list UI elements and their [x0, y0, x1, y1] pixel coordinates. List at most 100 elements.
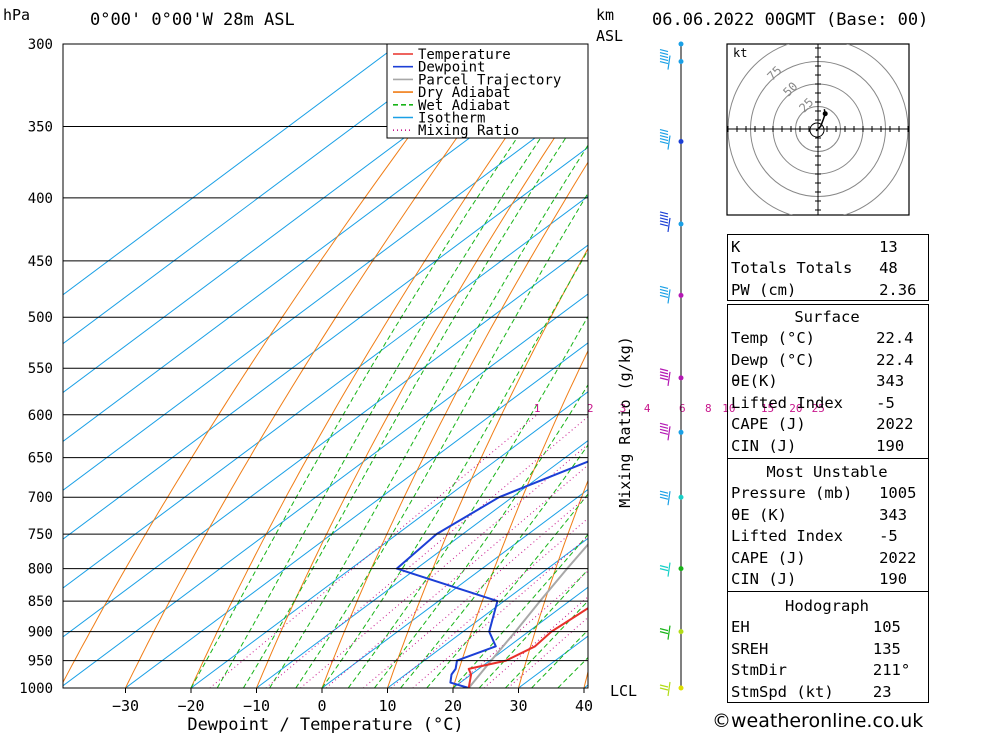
mixing-ratio-label: 15 [761, 402, 774, 415]
wet-adiabat-line [190, 44, 583, 688]
isotherm-line [256, 439, 588, 688]
unstable-indices-table: Most Unstable Pressure (mb) 1005 θE (K) 34… [727, 461, 927, 590]
index-value: 48 [879, 259, 898, 278]
mixing-ratio-label: 20 [789, 402, 802, 415]
km-level-marker [678, 59, 684, 65]
wind-barb-staff [667, 426, 671, 441]
wind-barb-flag [659, 140, 669, 145]
index-label: θE(K) [731, 372, 778, 391]
copyright-text: ©weatheronline.co.uk [712, 710, 924, 732]
wet-adiabat-line [452, 533, 588, 688]
asl-label: ASL [596, 27, 624, 45]
wind-barb-flag [659, 374, 669, 378]
km-level-marker [678, 494, 684, 500]
temperature-tick-label: 30 [509, 697, 527, 715]
wind-barb-flag [659, 428, 669, 432]
storm-motion-marker [809, 122, 825, 138]
indices-box-general [727, 234, 929, 301]
wind-barb-flag [659, 371, 669, 375]
index-row: θE (K) 343 [727, 504, 927, 526]
temperature-tick-label: 0 [317, 697, 326, 715]
dry-adiabat-line [256, 86, 588, 688]
index-row-totals: Totals Totals 48 [727, 258, 927, 280]
pressure-tick-label: 950 [28, 654, 53, 670]
wind-barb-flag [659, 48, 669, 53]
wind-barb-staff [667, 55, 671, 70]
index-label: StmDir [731, 661, 787, 680]
wind-barb-flag [659, 131, 669, 136]
dry-adiabat-line [977, 44, 1000, 688]
wind-barb-flag [659, 490, 669, 494]
index-row: Dewp (°C) 22.4 [727, 349, 927, 371]
wind-barb-flag [659, 57, 669, 62]
wind-barb [659, 368, 671, 386]
surface-title: Surface [794, 307, 860, 326]
wind-barb [659, 562, 671, 577]
mixing-ratio-line [507, 616, 588, 688]
index-label: EH [731, 618, 750, 637]
pressure-tick-label: 600 [28, 408, 53, 424]
wind-barb-staff [667, 625, 671, 640]
wind-barb-flag [659, 54, 669, 59]
index-row: Lifted Index -5 [727, 392, 927, 414]
index-label: PW (cm) [731, 280, 797, 299]
index-value: 190 [876, 436, 905, 455]
index-label: SREH [731, 639, 769, 658]
wet-adiabat-line [242, 103, 588, 688]
wind-barb-flag [659, 288, 669, 292]
surface-indices-table: Surface Temp (°C) 22.4 Dewp (°C) 22.4 θE(K… [727, 306, 927, 457]
index-row-pw: PW (cm) 2.36 [727, 279, 927, 301]
mixing-ratio-label: 25 [812, 402, 825, 415]
unstable-title: Most Unstable [766, 462, 888, 481]
pressure-tick-label: 700 [28, 490, 53, 506]
index-value: 105 [872, 618, 901, 637]
isotherm-line [321, 488, 588, 688]
legend-entry: Dewpoint [418, 60, 485, 76]
index-row: EH 105 [727, 617, 927, 639]
wind-barb [659, 422, 671, 441]
wind-barb [659, 285, 671, 304]
index-row: StmSpd (kt) 23 [727, 681, 927, 703]
index-row: SREH 135 [727, 638, 927, 660]
index-row: Pressure (mb) 1005 [727, 483, 927, 505]
mixing-ratio-label: 6 [679, 402, 686, 415]
index-label: Dewp (°C) [731, 350, 815, 369]
plot-area [63, 44, 1000, 688]
index-value: 2022 [879, 548, 917, 567]
wind-barb-flag [659, 565, 669, 569]
pressure-tick-label: 500 [28, 310, 53, 326]
wet-adiabat-line [269, 144, 588, 688]
mixing-ratio-label: 10 [722, 402, 735, 415]
wet-adiabat-line [347, 315, 588, 688]
legend-entry: Parcel Trajectory [418, 72, 561, 88]
wind-barb-flag [659, 217, 669, 221]
km-level-marker [678, 221, 684, 227]
mixing-ratio-line [265, 415, 588, 688]
parcel-trajectory-line [467, 542, 588, 688]
index-label: Lifted Index [731, 393, 843, 412]
index-value: 135 [872, 639, 901, 658]
wind-barb [659, 681, 671, 697]
km-level-marker [678, 292, 684, 298]
legend-box [386, 43, 589, 139]
pressure-tick-label: 350 [28, 119, 53, 135]
index-value: 190 [879, 570, 908, 589]
km-level-marker [678, 375, 684, 381]
pressure-tick-label: 400 [28, 191, 53, 207]
wind-barb-flag [659, 51, 669, 56]
mixing-ratio-label: 1 [534, 402, 541, 415]
isotherm-line [63, 44, 531, 394]
hodograph-indices-table: Hodograph EH 105 SREH 135 StmDir 211° StmSp… [727, 595, 927, 703]
index-label: Pressure (mb) [731, 484, 853, 503]
temperature-tick-label: 20 [444, 697, 462, 715]
mixing-ratio-label: 4 [644, 402, 651, 415]
wind-barb [659, 490, 671, 506]
dry-adiabat-line [190, 44, 572, 688]
indices-box-hodograph [727, 591, 929, 703]
plot-frame [62, 43, 589, 689]
wind-barb-flag [659, 291, 669, 295]
wind-barb-flag [659, 631, 669, 635]
